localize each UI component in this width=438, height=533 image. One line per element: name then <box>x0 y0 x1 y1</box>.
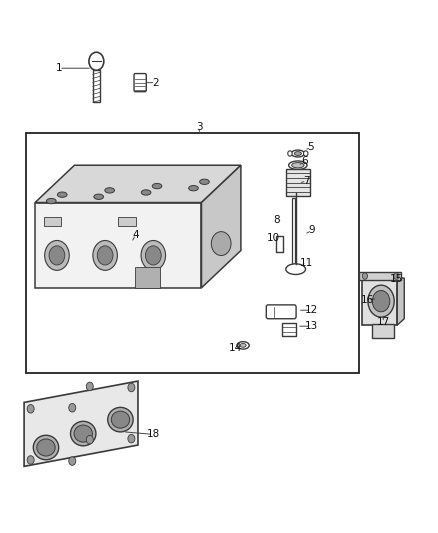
Text: 14: 14 <box>229 343 242 352</box>
Text: 18: 18 <box>147 430 160 439</box>
Circle shape <box>69 457 76 465</box>
Bar <box>93 70 100 102</box>
Circle shape <box>145 246 161 265</box>
Circle shape <box>372 290 390 312</box>
Circle shape <box>141 240 166 270</box>
Text: 1: 1 <box>56 63 63 73</box>
Circle shape <box>45 240 69 270</box>
Circle shape <box>27 405 34 413</box>
Ellipse shape <box>189 185 198 191</box>
Ellipse shape <box>289 161 307 169</box>
Polygon shape <box>24 381 138 466</box>
Text: 6: 6 <box>301 157 308 166</box>
Polygon shape <box>397 277 404 325</box>
Circle shape <box>86 382 93 391</box>
Text: 10: 10 <box>267 233 280 243</box>
Text: 12: 12 <box>304 305 318 315</box>
Ellipse shape <box>294 152 301 156</box>
Bar <box>292 198 295 264</box>
Ellipse shape <box>152 183 162 189</box>
Circle shape <box>128 434 135 443</box>
Ellipse shape <box>292 163 304 168</box>
Text: 5: 5 <box>307 142 314 152</box>
Ellipse shape <box>240 344 246 348</box>
Ellipse shape <box>291 150 304 157</box>
Bar <box>362 277 397 325</box>
Text: 9: 9 <box>308 225 315 235</box>
Circle shape <box>69 403 76 412</box>
Bar <box>44 217 61 227</box>
Bar <box>276 236 283 252</box>
Circle shape <box>97 246 113 265</box>
Ellipse shape <box>286 264 306 274</box>
Circle shape <box>394 273 399 279</box>
Text: 15: 15 <box>390 274 403 284</box>
Ellipse shape <box>288 151 292 156</box>
Text: 8: 8 <box>273 215 280 224</box>
Ellipse shape <box>71 421 96 446</box>
Ellipse shape <box>108 407 133 432</box>
Ellipse shape <box>46 198 56 204</box>
Text: 17: 17 <box>377 318 390 327</box>
Text: 13: 13 <box>304 321 318 331</box>
Text: 4: 4 <box>132 230 139 239</box>
Ellipse shape <box>33 435 59 460</box>
Ellipse shape <box>74 425 92 442</box>
Polygon shape <box>201 165 241 288</box>
Circle shape <box>86 435 93 444</box>
Circle shape <box>368 285 394 317</box>
Bar <box>135 266 160 288</box>
Ellipse shape <box>237 342 249 349</box>
Polygon shape <box>35 165 241 203</box>
Bar <box>359 272 401 280</box>
FancyBboxPatch shape <box>266 305 296 319</box>
Circle shape <box>93 240 117 270</box>
Text: 7: 7 <box>303 176 310 186</box>
Text: 11: 11 <box>300 258 313 268</box>
Circle shape <box>362 273 367 279</box>
Circle shape <box>89 52 104 70</box>
Text: 16: 16 <box>361 295 374 305</box>
Circle shape <box>49 246 65 265</box>
Circle shape <box>128 383 135 392</box>
Text: 3: 3 <box>196 122 203 132</box>
Ellipse shape <box>57 192 67 197</box>
Bar <box>286 169 310 196</box>
Bar <box>372 324 394 338</box>
Ellipse shape <box>200 179 209 184</box>
Ellipse shape <box>111 411 130 428</box>
Bar <box>118 217 136 227</box>
Ellipse shape <box>304 151 308 156</box>
Ellipse shape <box>211 232 231 255</box>
Bar <box>282 323 296 336</box>
Ellipse shape <box>141 190 151 195</box>
Ellipse shape <box>37 439 55 456</box>
Polygon shape <box>35 203 201 288</box>
Ellipse shape <box>105 188 114 193</box>
Ellipse shape <box>94 194 103 199</box>
FancyBboxPatch shape <box>134 74 146 92</box>
Circle shape <box>27 456 34 464</box>
Bar <box>26 133 359 373</box>
Text: 2: 2 <box>152 78 159 87</box>
